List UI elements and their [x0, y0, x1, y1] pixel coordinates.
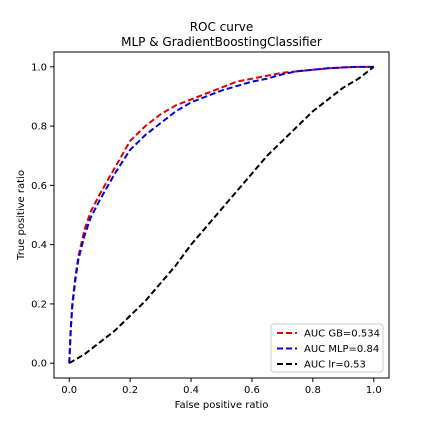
y-tick-label: 0.2: [31, 299, 47, 310]
y-tick-label: 1.0: [31, 62, 47, 73]
legend-label: AUC GB=0.534: [304, 329, 380, 340]
series-line-1: [68, 65, 374, 364]
legend-entries: AUC GB=0.534 AUC MLP=0.84 AUC lr=0.53: [277, 329, 380, 371]
legend: AUC GB=0.534 AUC MLP=0.84 AUC lr=0.53: [270, 323, 384, 373]
x-tick-label: 0.4: [183, 385, 199, 396]
x-tick-label: 1.0: [366, 385, 382, 396]
legend-label: AUC MLP=0.84: [304, 344, 379, 355]
y-axis-ticks: 0.0 0.2 0.4 0.6 0.8 1.0: [31, 62, 54, 370]
y-axis-label: True positive ratio: [16, 170, 27, 261]
chart-subtitle: MLP & GradientBoostingClassifier: [121, 35, 322, 49]
y-tick-label: 0.8: [31, 122, 47, 133]
x-tick-label: 0.8: [305, 385, 321, 396]
y-tick-label: 0.6: [31, 181, 47, 192]
series-layer: [68, 65, 375, 365]
legend-label: AUC lr=0.53: [304, 360, 366, 371]
legend-box: [270, 323, 384, 373]
y-tick-label: 0.0: [31, 359, 47, 370]
chart-title: ROC curve: [190, 20, 254, 34]
series-line-2: [68, 66, 375, 365]
x-axis-ticks: 0.0 0.2 0.4 0.6 0.8 1.0: [61, 378, 382, 396]
axes-frame: [53, 51, 390, 379]
x-tick-label: 0.2: [122, 385, 138, 396]
x-tick-label: 0.0: [61, 385, 77, 396]
x-axis-label: False positive ratio: [175, 400, 269, 411]
x-tick-label: 0.6: [244, 385, 260, 396]
y-tick-label: 0.4: [31, 240, 47, 251]
